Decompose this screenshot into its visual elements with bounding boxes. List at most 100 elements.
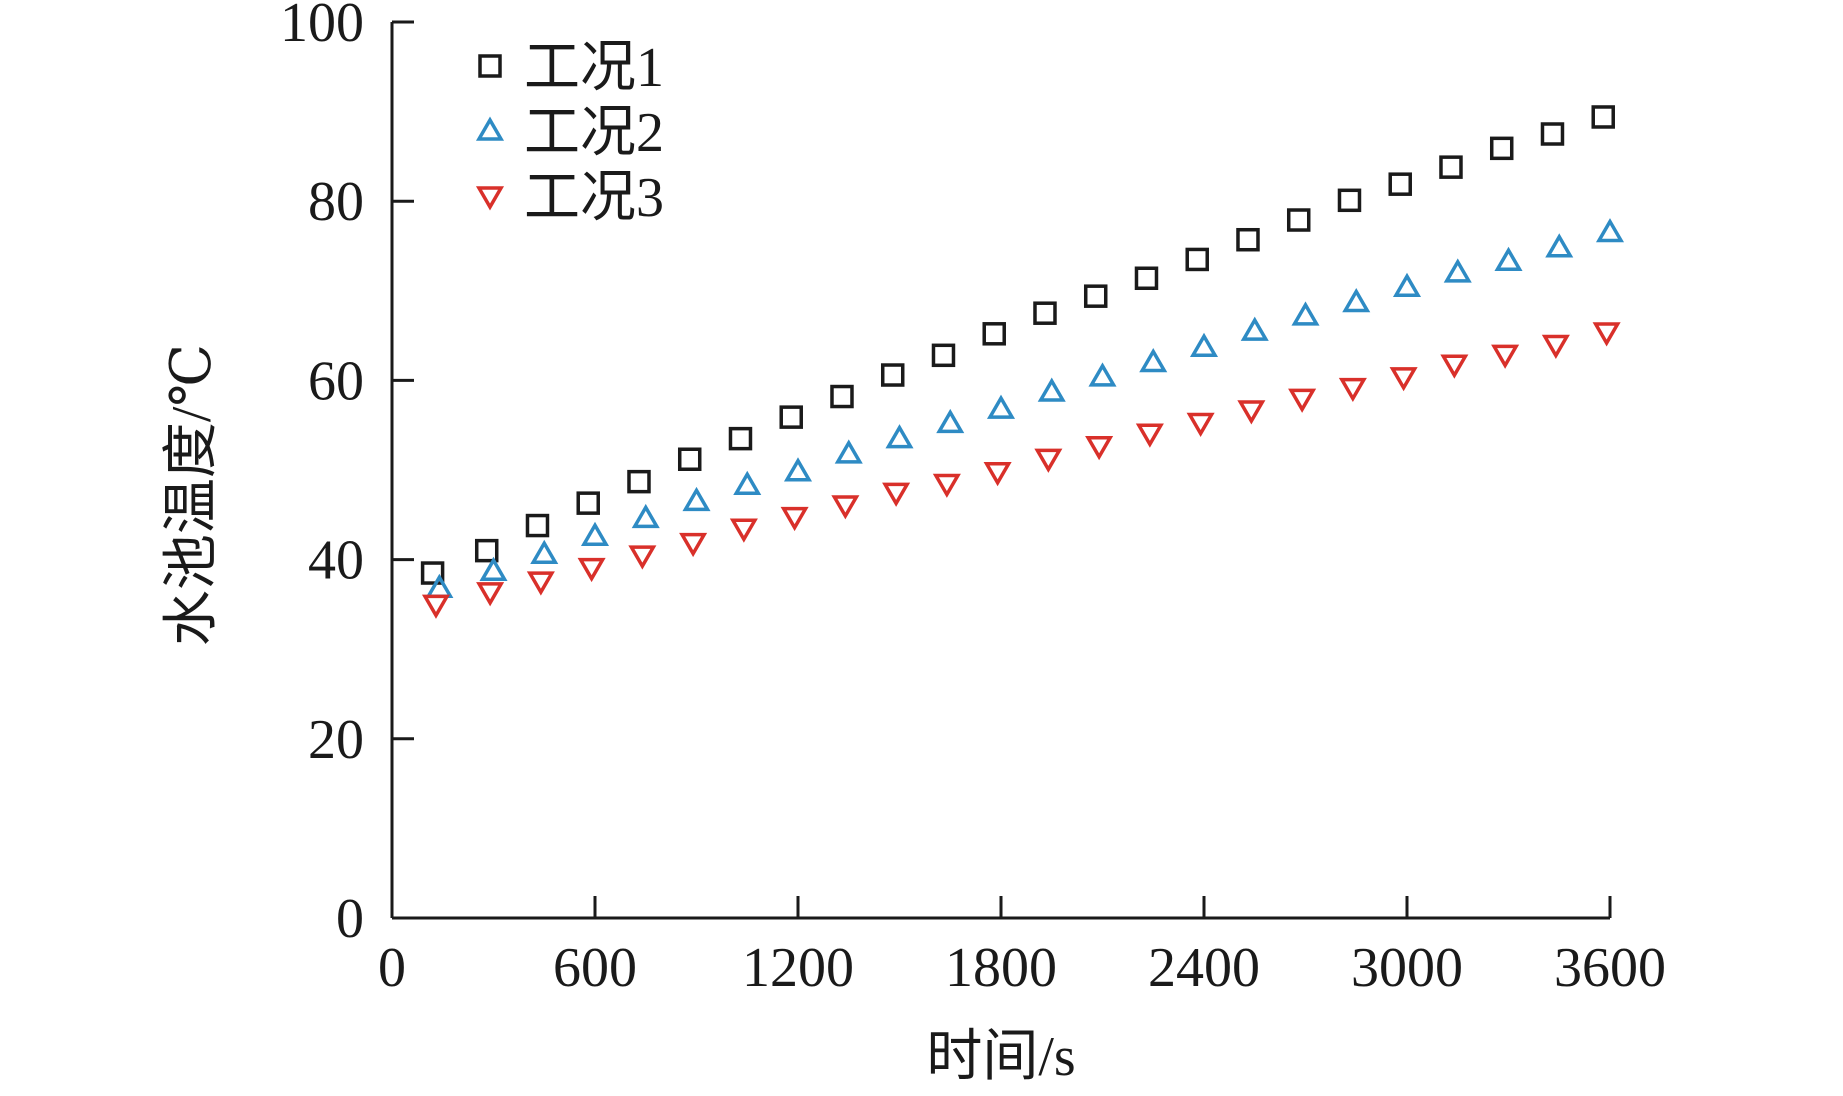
series-3: [421, 322, 1621, 619]
data-point: [1288, 388, 1317, 413]
data-point: [420, 561, 445, 585]
data-point: [1085, 436, 1114, 461]
data-point: [885, 424, 914, 449]
series-1: [420, 105, 1615, 585]
data-point: [783, 457, 813, 482]
data-point: [1595, 218, 1625, 243]
data-point: [628, 545, 657, 570]
data-point: [1489, 136, 1514, 161]
data-point: [1189, 332, 1219, 357]
y-tick-label: 60: [308, 350, 364, 412]
x-ticks: 0 600 1200 1800 2400 3000 3600: [378, 896, 1666, 999]
x-tick-label: 3600: [1554, 937, 1666, 999]
y-tick-label: 80: [308, 171, 364, 233]
data-point: [1591, 105, 1615, 129]
data-point: [1338, 377, 1367, 403]
data-point: [1388, 172, 1412, 196]
x-tick-label: 3000: [1351, 937, 1463, 999]
data-point: [1237, 400, 1266, 425]
legend-label: 工况2: [524, 102, 664, 164]
data-point: [1037, 377, 1066, 402]
data-point: [1389, 367, 1418, 392]
data-point: [932, 473, 961, 498]
data-point: [936, 408, 965, 434]
data-point: [627, 469, 651, 494]
y-tick-label: 20: [308, 709, 364, 771]
series-2: [425, 218, 1625, 599]
y-tick-label: 40: [308, 530, 364, 592]
data-point: [1186, 412, 1215, 438]
y-tick-label: 0: [336, 888, 364, 950]
x-tick-label: 600: [553, 937, 637, 999]
data-point: [476, 582, 505, 607]
data-point: [425, 573, 454, 599]
data-point: [982, 322, 1006, 346]
data-point: [728, 426, 753, 451]
data-point: [831, 495, 860, 520]
data-point: [1392, 272, 1422, 297]
data-point: [577, 557, 606, 583]
data-point: [1440, 354, 1469, 379]
data-point: [1088, 362, 1117, 387]
axes: 0 600 1200 1800 2400 3000 3600 0 20 40 60 80 100: [280, 0, 1666, 999]
data-point: [931, 343, 956, 368]
x-tick-label: 2400: [1148, 937, 1260, 999]
x-tick-label: 1800: [945, 937, 1057, 999]
data-point: [1439, 155, 1463, 179]
legend-label: 工况3: [524, 167, 664, 229]
legend-marker: [478, 54, 502, 78]
y-axis-label: 水池温度/℃: [161, 344, 223, 646]
data-point: [1135, 423, 1164, 448]
legend-marker: [475, 186, 505, 211]
y-ticks: 0 20 40 60 80 100: [280, 0, 414, 950]
data-point: [779, 405, 803, 429]
data-point: [1083, 284, 1108, 308]
data-point: [1545, 233, 1574, 258]
x-tick-label: 1200: [742, 937, 854, 999]
legend-item-1: 工况1: [478, 37, 664, 99]
data-point: [682, 486, 711, 512]
data-point: [1034, 448, 1063, 473]
data-point: [1337, 188, 1362, 213]
data-point: [834, 439, 863, 464]
data-point: [580, 521, 610, 547]
data-point: [1291, 301, 1320, 326]
data-point: [526, 571, 555, 596]
x-tick-label: 0: [378, 937, 406, 999]
data-point: [421, 594, 451, 619]
data-point: [525, 513, 550, 538]
data-point: [1240, 316, 1269, 341]
data-point: [780, 506, 809, 532]
legend-label: 工况1: [524, 37, 664, 99]
legend-item-3: 工况3: [475, 167, 664, 229]
data-point: [679, 532, 708, 558]
data-point: [1541, 334, 1570, 360]
data-point: [530, 539, 559, 564]
data-point: [1033, 301, 1057, 325]
data-point: [1185, 247, 1209, 272]
x-axis-label: 时间/s: [926, 1026, 1075, 1088]
data-point: [729, 518, 758, 543]
data-point: [474, 538, 499, 563]
data-point: [1443, 258, 1472, 283]
data-point: [1592, 322, 1621, 347]
legend-marker: [475, 116, 505, 141]
data-point: [1286, 208, 1311, 232]
data-point: [576, 491, 600, 515]
data-point: [882, 482, 911, 507]
data-point: [1342, 287, 1371, 313]
data-point: [1134, 266, 1159, 291]
data-point: [830, 384, 854, 409]
legend-item-2: 工况2: [475, 102, 664, 164]
data-point: [733, 470, 762, 495]
data-point: [1491, 344, 1520, 369]
data-point: [631, 503, 660, 529]
data-point: [986, 394, 1016, 419]
data-point: [1236, 227, 1260, 252]
plot-area: [420, 105, 1625, 619]
data-point: [1494, 246, 1523, 271]
data-point: [677, 447, 702, 471]
y-tick-label: 100: [280, 0, 364, 54]
